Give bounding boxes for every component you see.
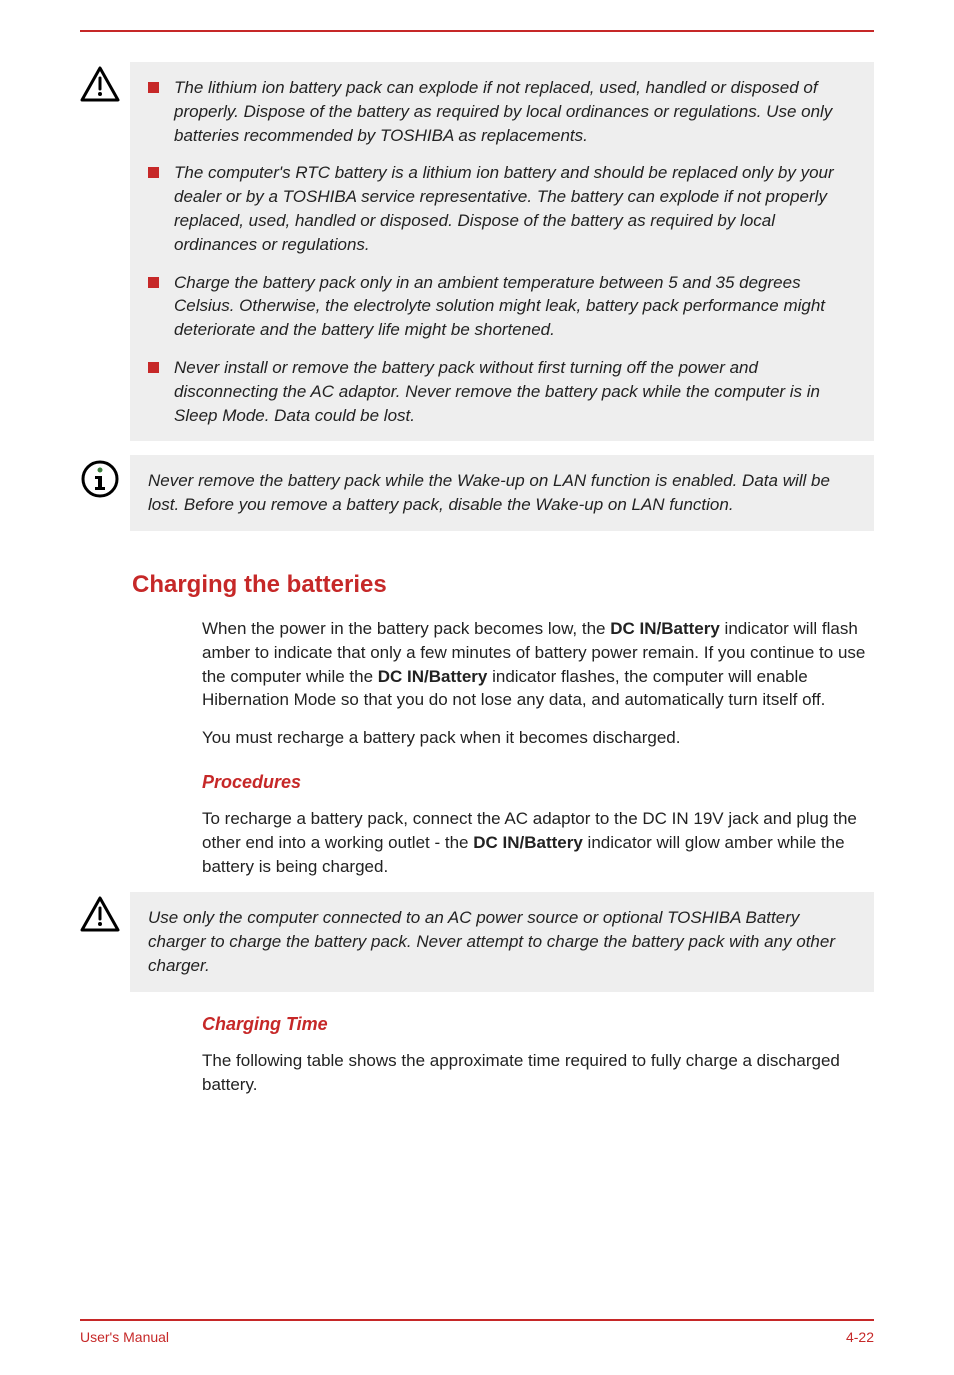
page-footer: User's Manual 4-22 [80, 1319, 874, 1345]
bullet-mark [148, 161, 174, 256]
text-run: When the power in the battery pack becom… [202, 619, 610, 638]
warning-body: Use only the computer connected to an AC… [130, 892, 874, 991]
text-bold: DC IN/Battery [610, 619, 720, 638]
info-callout: Never remove the battery pack while the … [80, 455, 874, 531]
bullet-text: Charge the battery pack only in an ambie… [174, 271, 856, 342]
info-icon [80, 455, 130, 531]
section-heading: Charging the batteries [132, 571, 874, 599]
bullet-mark [148, 271, 174, 342]
info-body: Never remove the battery pack while the … [130, 455, 874, 531]
footer-left: User's Manual [80, 1329, 169, 1345]
body-paragraph: You must recharge a battery pack when it… [202, 726, 874, 750]
footer-right: 4-22 [846, 1329, 874, 1345]
body-paragraph: When the power in the battery pack becom… [202, 617, 874, 712]
warning-icon [80, 892, 130, 991]
warning-text: Use only the computer connected to an AC… [148, 906, 856, 977]
bullet-item: Never install or remove the battery pack… [148, 356, 856, 427]
bullet-item: The computer's RTC battery is a lithium … [148, 161, 856, 256]
warning-callout-2: Use only the computer connected to an AC… [80, 892, 874, 991]
text-bold: DC IN/Battery [473, 833, 583, 852]
body-paragraph: To recharge a battery pack, connect the … [202, 807, 874, 878]
info-text: Never remove the battery pack while the … [148, 469, 856, 517]
footer-rule [80, 1319, 874, 1321]
warning-body: The lithium ion battery pack can explode… [130, 62, 874, 441]
bullet-item: Charge the battery pack only in an ambie… [148, 271, 856, 342]
text-bold: DC IN/Battery [378, 667, 488, 686]
bullet-text: The computer's RTC battery is a lithium … [174, 161, 856, 256]
bullet-item: The lithium ion battery pack can explode… [148, 76, 856, 147]
bullet-mark [148, 76, 174, 147]
bullet-text: Never install or remove the battery pack… [174, 356, 856, 427]
subsection-heading: Procedures [202, 772, 874, 793]
subsection-heading: Charging Time [202, 1014, 874, 1035]
body-paragraph: The following table shows the approximat… [202, 1049, 874, 1097]
bullet-mark [148, 356, 174, 427]
warning-callout-1: The lithium ion battery pack can explode… [80, 62, 874, 441]
top-rule [80, 30, 874, 32]
bullet-text: The lithium ion battery pack can explode… [174, 76, 856, 147]
warning-icon [80, 62, 130, 441]
